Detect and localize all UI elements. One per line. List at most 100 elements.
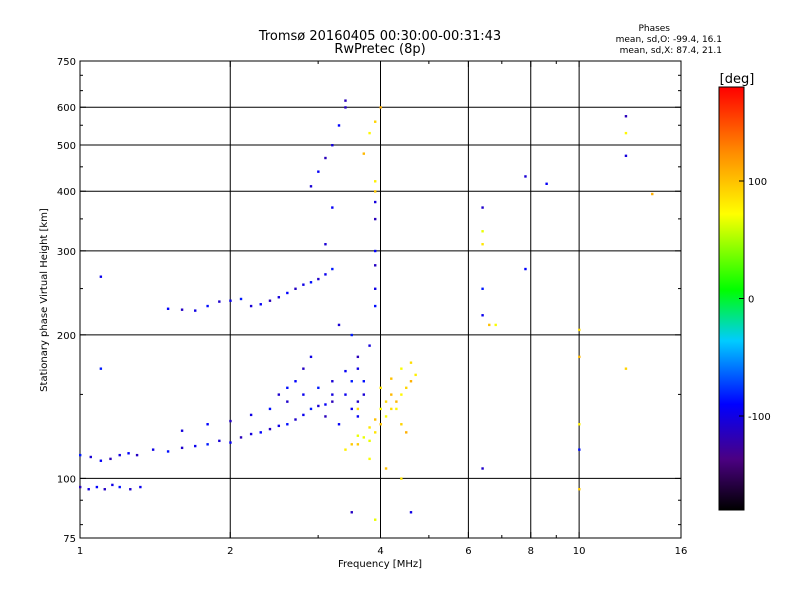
data-point-O-55 [268, 299, 272, 302]
y-tick-label: 100 [57, 474, 76, 485]
data-point-O-97 [524, 175, 527, 178]
data-point-O-7 [139, 485, 142, 489]
x-tick-label: 16 [675, 546, 688, 557]
data-point-X-0 [368, 439, 371, 443]
data-point-O-67 [331, 143, 334, 147]
data-point-O-21 [229, 441, 232, 444]
data-point-O-108 [324, 243, 327, 246]
data-point-O-92 [374, 287, 377, 290]
data-point-O-34 [180, 429, 184, 432]
chart-title: Tromsø 20160405 00:30:00-00:31:43 [258, 29, 501, 44]
x-tick-label: 4 [377, 546, 383, 557]
data-point-X-16 [390, 393, 393, 396]
data-point-O-105 [481, 467, 484, 470]
data-point-O-3 [103, 488, 106, 491]
data-point-O-91 [374, 264, 377, 267]
data-point-O-48 [194, 309, 197, 312]
data-point-O-66 [324, 156, 327, 160]
data-point-X-27 [362, 152, 366, 155]
y-tick-label: 400 [57, 187, 76, 198]
data-point-O-53 [249, 304, 253, 308]
data-point-O-101 [524, 267, 527, 271]
y-tick-label: 300 [57, 247, 76, 258]
phases-o-stats: mean, sd,O: -99.4, 16.1 [616, 35, 722, 45]
data-point-O-95 [481, 314, 484, 317]
data-point-O-62 [324, 273, 327, 276]
data-point-O-88 [374, 217, 377, 221]
data-point-O-44 [356, 355, 360, 359]
data-point-X-8 [409, 380, 413, 383]
data-point-O-83 [277, 393, 281, 396]
data-point-O-51 [229, 299, 232, 302]
data-point-X-13 [374, 418, 377, 421]
data-point-O-59 [302, 283, 305, 286]
data-point-O-79 [294, 380, 297, 383]
data-point-X-28 [368, 131, 371, 135]
data-point-X-12 [368, 426, 371, 429]
data-point-O-24 [259, 431, 262, 434]
data-point-O-46 [166, 307, 170, 310]
data-point-O-2 [95, 485, 99, 489]
data-point-X-41 [651, 192, 654, 196]
data-point-O-27 [286, 423, 289, 426]
data-point-O-98 [545, 182, 548, 185]
data-point-X-26 [409, 361, 413, 364]
data-point-O-35 [206, 423, 209, 426]
data-point-O-107 [99, 367, 103, 370]
data-point-X-40 [624, 367, 628, 370]
data-point-O-104 [578, 448, 581, 451]
phases-x-stats: mean, sd,X: 87.4, 21.1 [620, 46, 722, 56]
y-tick-label: 750 [57, 57, 76, 68]
data-point-X-19 [405, 431, 408, 434]
y-tick-label: 75 [63, 534, 76, 545]
data-point-O-90 [374, 249, 377, 253]
data-point-O-47 [180, 308, 184, 311]
data-point-O-110 [344, 99, 347, 102]
data-point-O-18 [194, 444, 197, 448]
data-point-O-20 [218, 439, 221, 443]
data-point-O-102 [350, 511, 353, 514]
data-point-O-71 [362, 380, 366, 383]
data-point-O-85 [350, 380, 353, 383]
data-point-O-94 [481, 206, 484, 209]
x-tick-label: 1 [77, 546, 83, 557]
data-point-O-77 [324, 415, 327, 418]
data-point-O-42 [331, 380, 334, 383]
data-point-O-96 [481, 287, 484, 290]
data-point-X-6 [400, 393, 403, 396]
data-point-O-87 [356, 415, 360, 418]
data-point-O-5 [118, 485, 121, 489]
data-point-X-25 [400, 367, 403, 370]
data-point-O-89 [374, 200, 377, 204]
data-point-X-43 [578, 488, 581, 491]
data-point-O-74 [350, 333, 353, 337]
data-point-X-33 [481, 230, 484, 233]
data-point-O-41 [317, 386, 320, 390]
data-point-X-15 [384, 400, 388, 403]
data-point-O-76 [337, 423, 341, 426]
data-point-O-38 [268, 407, 272, 411]
data-point-O-4 [111, 483, 114, 487]
data-point-X-31 [374, 180, 377, 183]
data-point-X-42 [578, 423, 581, 426]
data-point-O-23 [249, 432, 253, 436]
data-point-X-11 [362, 436, 366, 439]
data-point-O-93 [374, 304, 377, 308]
y-tick-label: 200 [57, 331, 76, 342]
data-point-O-81 [309, 355, 313, 359]
data-point-O-15 [151, 448, 155, 451]
data-point-O-25 [268, 427, 272, 431]
data-point-O-26 [277, 424, 281, 428]
data-point-O-32 [324, 403, 327, 406]
data-point-O-100 [624, 154, 628, 158]
data-point-O-69 [344, 106, 347, 109]
data-point-X-7 [405, 386, 408, 390]
data-point-O-84 [344, 393, 347, 396]
data-point-X-45 [400, 477, 403, 480]
data-point-X-48 [356, 407, 360, 411]
data-point-X-22 [356, 434, 360, 437]
data-point-O-13 [127, 452, 130, 455]
data-point-X-2 [379, 423, 382, 426]
data-point-X-20 [344, 448, 347, 451]
data-point-X-38 [578, 355, 581, 359]
